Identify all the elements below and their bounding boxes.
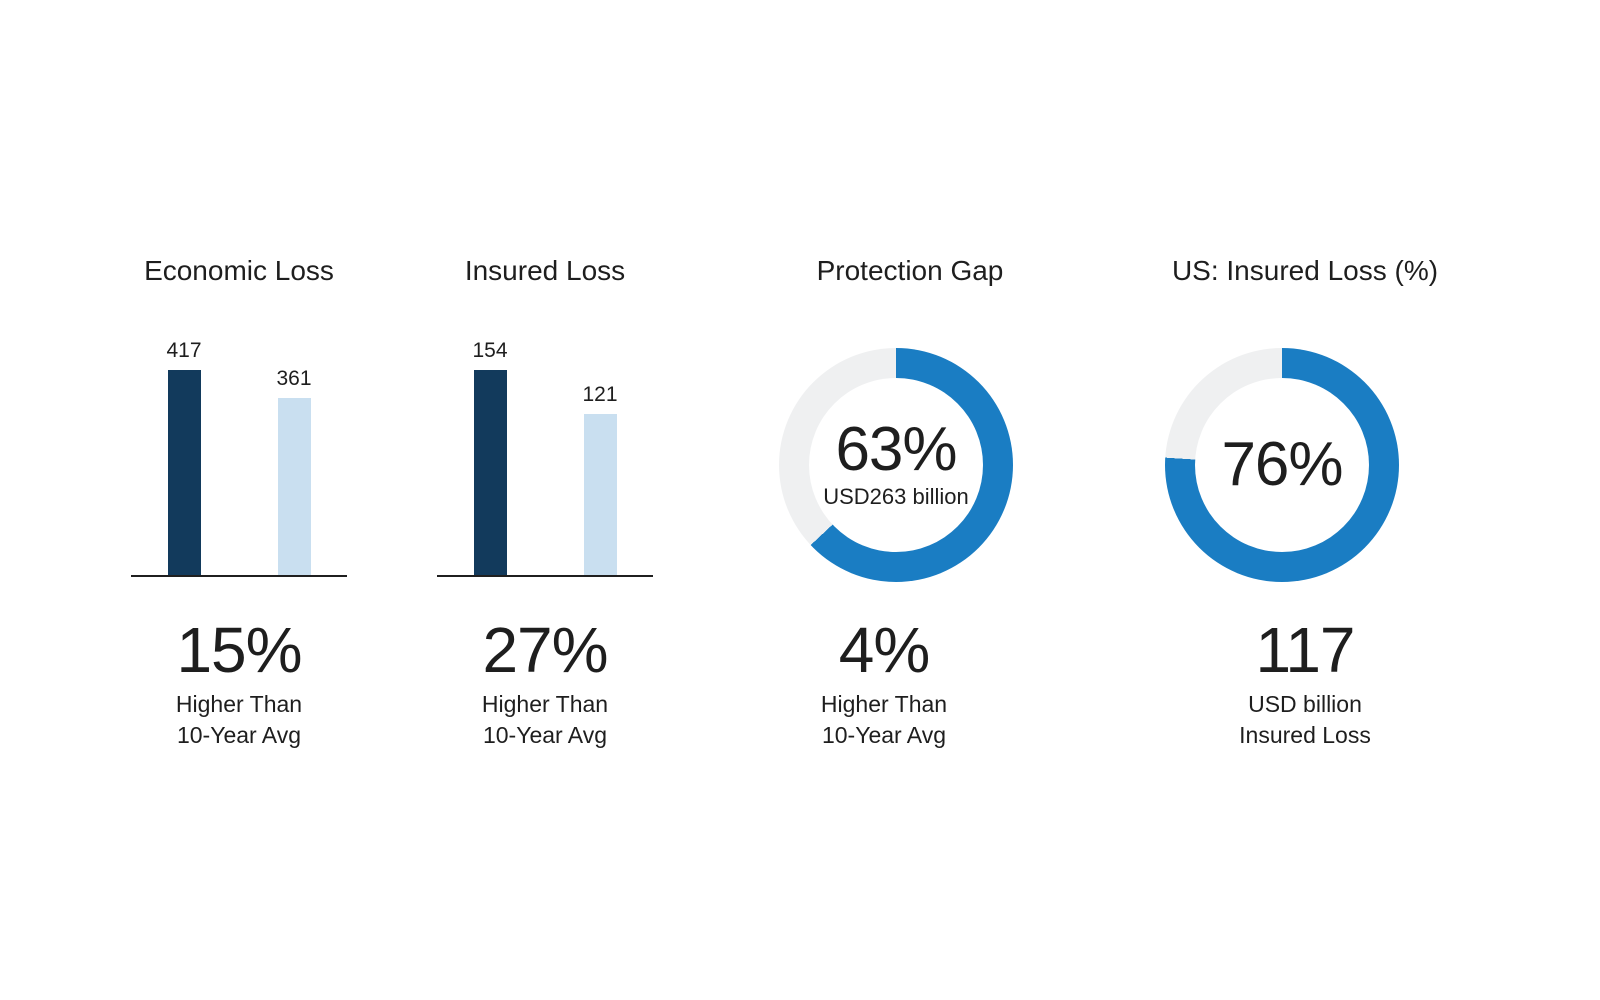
panel-us-insured-loss: US: Insured Loss (%) 76% 117 USD billion… — [1150, 254, 1460, 751]
stat-caption-line-2: Insured Loss — [1239, 722, 1371, 748]
stat-block: 4% Higher Than 10-Year Avg — [821, 618, 947, 751]
bar-light — [583, 414, 617, 575]
bar-dark — [473, 370, 507, 575]
panel-economic-loss: Economic Loss 417 361 15% Higher Than 10… — [89, 254, 389, 751]
stat-caption-line-1: Higher Than — [481, 691, 609, 717]
stat-value: 27% — [482, 614, 608, 686]
panel-insured-loss: Insured Loss 154 121 27% Higher Than 10-… — [395, 254, 695, 751]
stat-caption-line-2: 10-Year Avg — [482, 722, 608, 748]
donut-center: 63% USD263 billion — [809, 378, 983, 552]
donut-sublabel: USD263 billion — [823, 484, 969, 509]
bar-value-label: 154 — [472, 339, 508, 362]
stat-block: 27% Higher Than 10-Year Avg — [481, 614, 609, 751]
donut-ring: 63% USD263 billion — [779, 348, 1013, 582]
bar-value-label: 361 — [276, 367, 312, 390]
chart-title: US: Insured Loss (%) — [1171, 255, 1439, 286]
stat-value: 15% — [176, 614, 302, 686]
stat-block: 15% Higher Than 10-Year Avg — [175, 614, 303, 751]
stat-value: 4% — [838, 614, 931, 686]
donut-percent-label: 76% — [1221, 430, 1343, 499]
chart-title: Insured Loss — [464, 255, 626, 286]
bar-group-1: 154 — [460, 339, 520, 575]
panel-protection-gap: Protection Gap 63% USD263 billion 4% Hig… — [746, 254, 1046, 751]
bar-value-label: 417 — [166, 339, 202, 362]
bar-light — [277, 398, 311, 575]
donut-center: 76% — [1195, 378, 1369, 552]
stat-caption-line-1: Higher Than — [820, 691, 948, 717]
bar-value-label: 121 — [582, 383, 618, 406]
stat-block: 117 USD billion Insured Loss — [1239, 618, 1371, 751]
chart-title: Protection Gap — [816, 255, 1004, 286]
bar-group-2: 121 — [570, 383, 630, 575]
stat-caption-line-2: 10-Year Avg — [821, 722, 947, 748]
bar-group-2: 361 — [264, 367, 324, 575]
bar-chart: 417 361 — [131, 288, 347, 577]
bar-dark — [167, 370, 201, 575]
stat-value: 117 — [1255, 614, 1355, 686]
bar-group-1: 417 — [154, 339, 214, 575]
donut-percent-label: 63% — [835, 415, 957, 484]
bar-chart: 154 121 — [437, 288, 653, 577]
stat-caption-line-1: Higher Than — [175, 691, 303, 717]
stat-caption-line-1: USD billion — [1248, 691, 1362, 717]
donut-ring: 76% — [1165, 348, 1399, 582]
chart-title: Economic Loss — [144, 255, 334, 286]
stat-caption-line-2: 10-Year Avg — [176, 722, 302, 748]
